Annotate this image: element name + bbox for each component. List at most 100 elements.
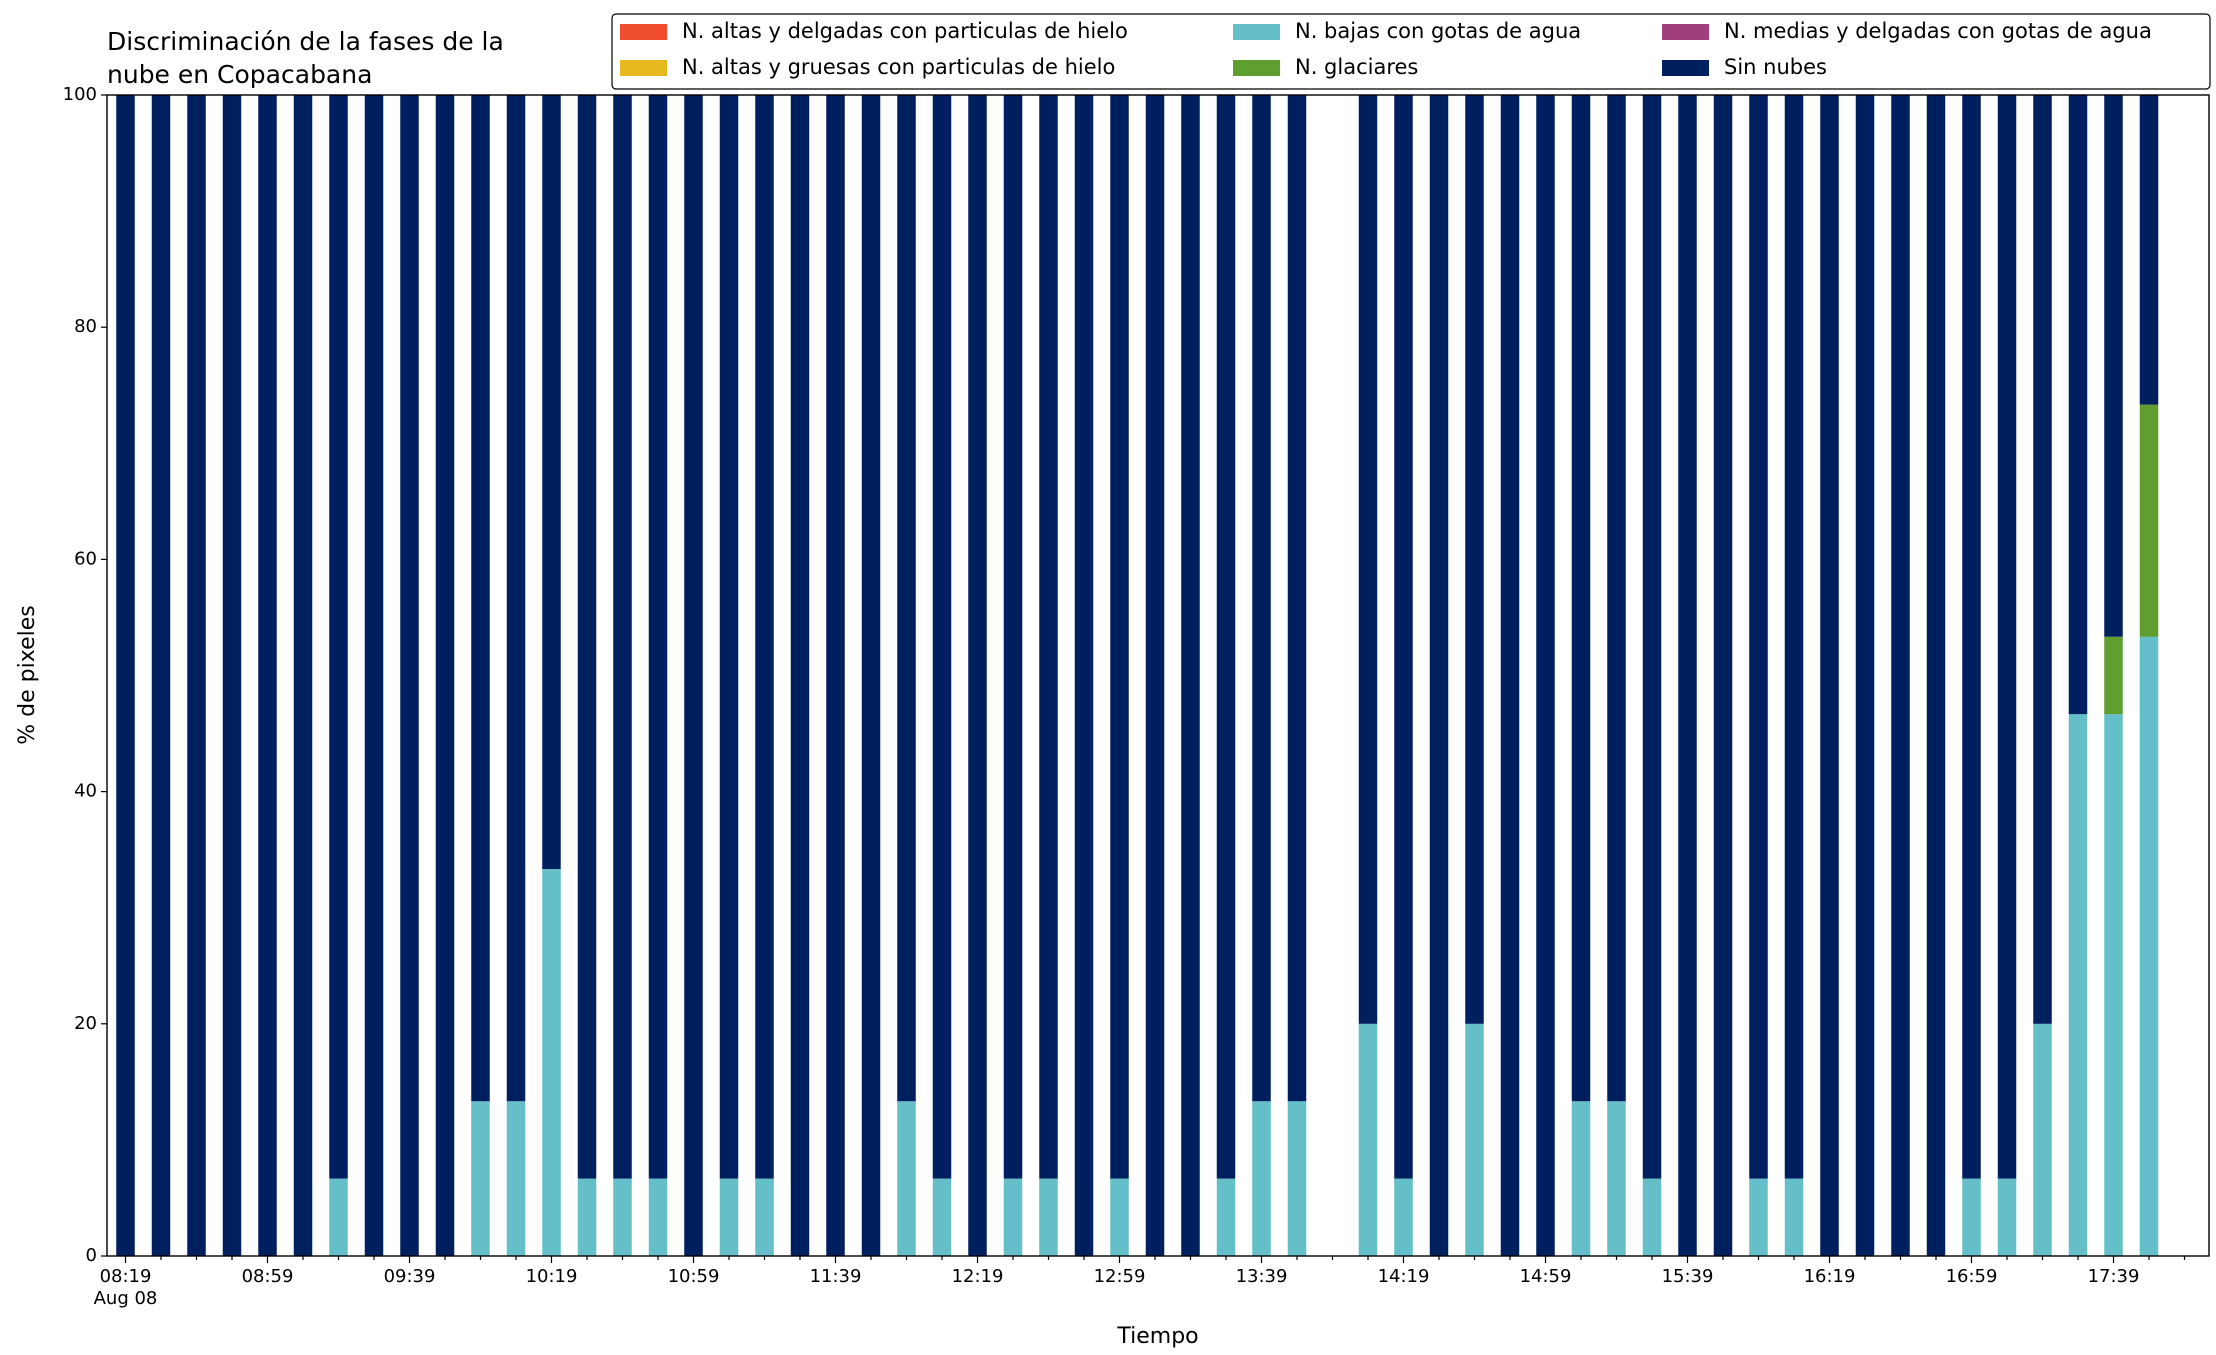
bar-segment: [755, 1178, 774, 1256]
bar-segment: [932, 95, 952, 1179]
legend-label: N. bajas con gotas de agua: [1295, 19, 1581, 43]
chart-title: nube en Copacabana: [107, 60, 372, 89]
bar-segment: [2139, 636, 2159, 1256]
bar-segment: [116, 95, 135, 1256]
bar-segment: [1394, 1178, 1413, 1256]
bar-segment: [613, 1178, 632, 1256]
bar-segment: [684, 95, 703, 1256]
bar-segment: [1358, 95, 1378, 1024]
legend-label: N. altas y gruesas con particulas de hie…: [682, 55, 1115, 79]
bar-segment: [1962, 1178, 1981, 1256]
bar-segment: [1891, 95, 1910, 1256]
bar-segment: [648, 1178, 668, 1256]
bar-segment: [790, 95, 810, 1256]
legend-box: [611, 13, 2211, 90]
bar-segment: [1181, 95, 1200, 1256]
bar-segment: [1571, 1101, 1591, 1256]
x-tick-label: 08:59: [242, 1266, 294, 1287]
bar-segment: [2068, 714, 2088, 1256]
bar-segment: [1749, 1178, 1768, 1256]
legend-swatch: [1233, 60, 1280, 76]
x-tick-label: 08:19: [100, 1266, 152, 1287]
x-tick-label: 10:59: [668, 1266, 720, 1287]
bar-segment: [2033, 1023, 2052, 1256]
legend-swatch: [1662, 24, 1709, 40]
bar-segment: [1642, 95, 1662, 1179]
legend-swatch: [1662, 60, 1709, 76]
legend-swatch: [1233, 24, 1280, 40]
bar-segment: [897, 95, 916, 1102]
bar-segment: [435, 95, 455, 1256]
bar-segment: [719, 95, 739, 1179]
y-axis-label: % de pixeles: [15, 605, 40, 744]
bar-segment: [364, 95, 384, 1256]
bar-segment: [2068, 95, 2088, 715]
x-tick-label: 14:19: [1378, 1266, 1430, 1287]
y-tick-label: 40: [74, 781, 97, 802]
bar-segment: [968, 95, 987, 1256]
bar-segment: [1536, 95, 1555, 1256]
bar-segment: [1962, 95, 1981, 1179]
bar-segment: [1997, 1178, 2017, 1256]
legend-swatch: [620, 60, 667, 76]
x-tick-label: 09:39: [384, 1266, 436, 1287]
bar-segment: [258, 95, 277, 1256]
y-tick-label: 100: [63, 84, 97, 105]
x-tick-label: 12:59: [1094, 1266, 1146, 1287]
bar-segment: [755, 95, 774, 1179]
bar-segment: [1358, 1023, 1378, 1256]
x-tick-label: 10:19: [526, 1266, 578, 1287]
bar-segment: [1713, 95, 1733, 1256]
bar-segment: [719, 1178, 739, 1256]
bar-segment: [1678, 95, 1697, 1256]
y-tick-label: 0: [86, 1245, 97, 1266]
bar-segment: [1287, 1101, 1307, 1256]
bar-segment: [542, 869, 561, 1256]
bar-segment: [1820, 95, 1839, 1256]
bar-segment: [1997, 95, 2017, 1179]
bar-segment: [471, 95, 490, 1102]
bar-segment: [2033, 95, 2052, 1024]
bar-segment: [2139, 95, 2159, 405]
bar-segment: [1500, 95, 1520, 1256]
bar-segment: [1252, 95, 1271, 1102]
bar-segment: [1216, 95, 1236, 1179]
x-tick-label: 16:19: [1804, 1266, 1856, 1287]
bar-segment: [1607, 1101, 1626, 1256]
bar-segment: [1607, 95, 1626, 1102]
bar-segment: [1394, 95, 1413, 1179]
chart-title: Discriminación de la fases de la: [107, 27, 504, 56]
bar-segment: [506, 95, 526, 1102]
bar-segment: [542, 95, 561, 870]
bar-segment: [577, 1178, 597, 1256]
bar-segment: [1110, 1178, 1129, 1256]
x-tick-label: 12:19: [952, 1266, 1004, 1287]
legend-label: Sin nubes: [1724, 55, 1827, 79]
bar-segment: [1429, 95, 1449, 1256]
bar-segment: [1039, 1178, 1058, 1256]
x-tick-label: 14:59: [1520, 1266, 1572, 1287]
bar-segment: [1216, 1178, 1236, 1256]
bar-segment: [613, 95, 632, 1179]
bar-segment: [1003, 95, 1023, 1179]
x-tick-label: 16:59: [1946, 1266, 1998, 1287]
legend-label: N. altas y delgadas con particulas de hi…: [682, 19, 1128, 43]
bar-segment: [1855, 95, 1875, 1256]
bar-segment: [897, 1101, 916, 1256]
bar-segment: [2104, 714, 2123, 1256]
bar-segment: [648, 95, 668, 1179]
x-tick-label: 13:39: [1236, 1266, 1288, 1287]
bar-segment: [1110, 95, 1129, 1179]
bar-segment: [861, 95, 881, 1256]
y-tick-label: 20: [74, 1013, 97, 1034]
bar-segment: [1252, 1101, 1271, 1256]
bar-segment: [1784, 1178, 1804, 1256]
bar-segment: [151, 95, 171, 1256]
bar-segment: [1465, 1023, 1484, 1256]
bar-segment: [1642, 1178, 1662, 1256]
x-tick-label: 15:39: [1662, 1266, 1714, 1287]
bar-segment: [2104, 94, 2123, 637]
bar-segment: [1749, 95, 1768, 1179]
